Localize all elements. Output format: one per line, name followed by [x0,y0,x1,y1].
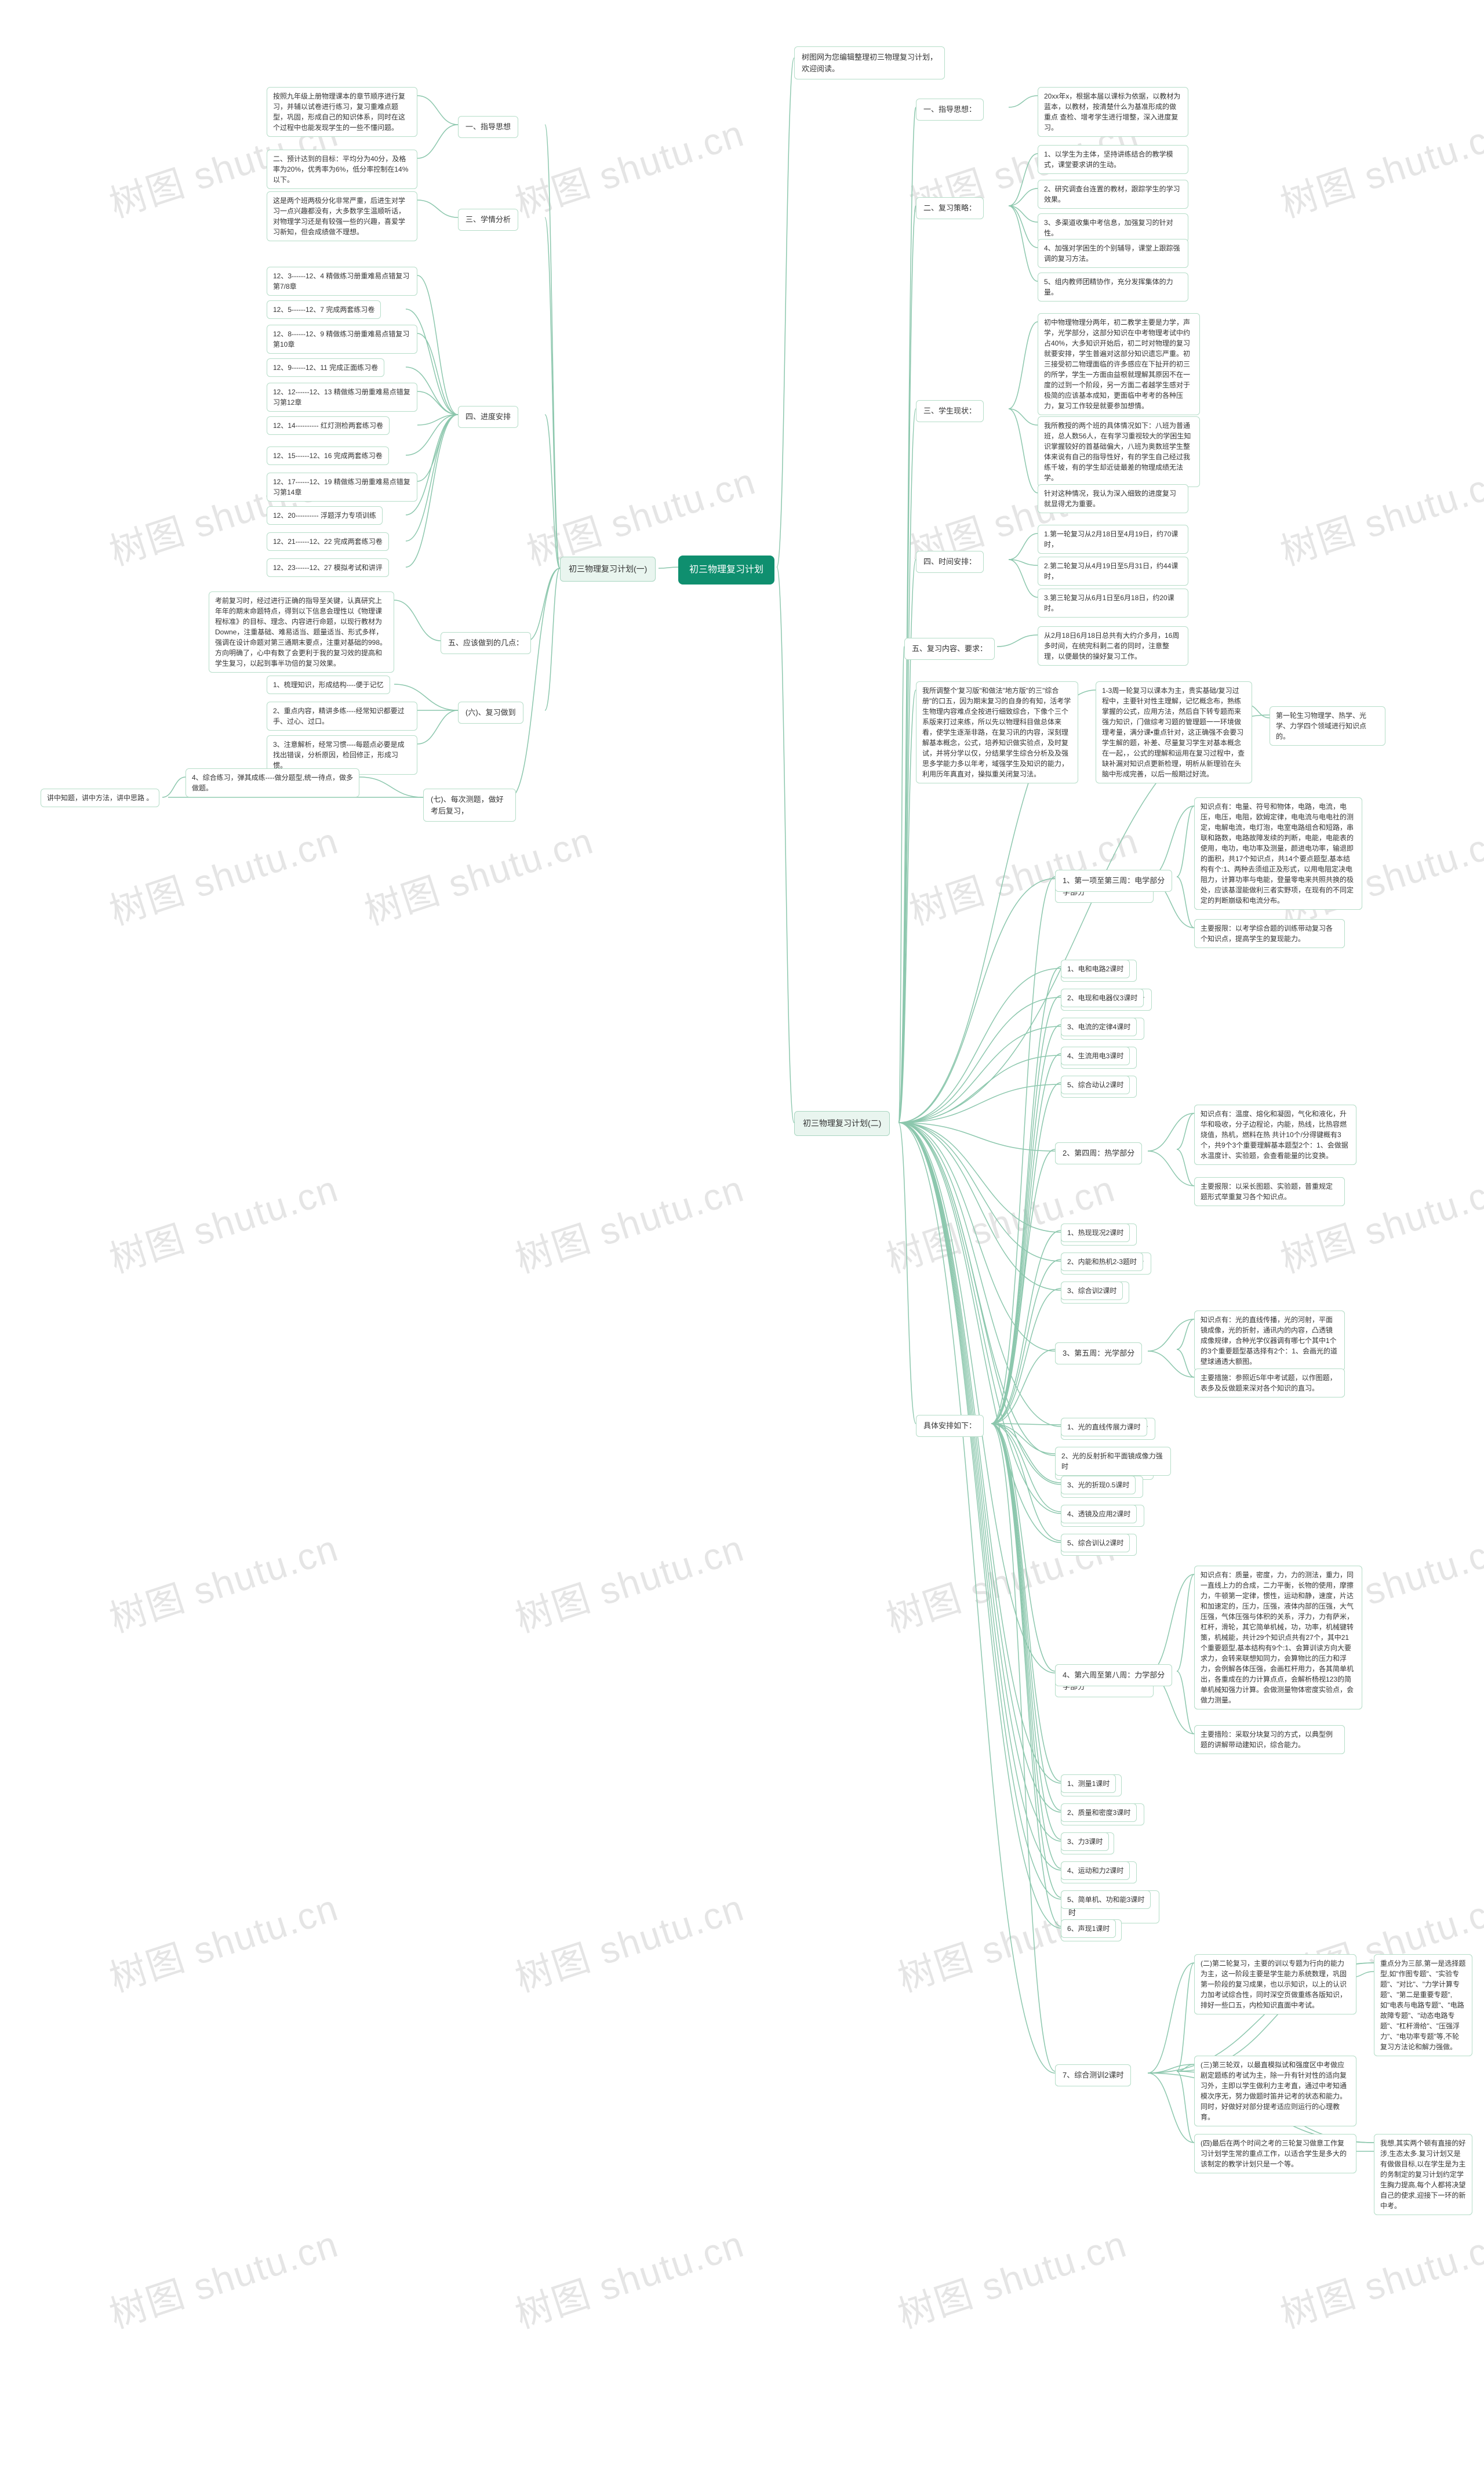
p2-e6: 5、综合动认2课时 [1061,1076,1130,1094]
p2-h1a: 知识点有：温度、熔化和凝固，气化和液化，升华和吸收，分子边程论，内能，热线，比热… [1194,1105,1356,1165]
p2-f3: 2、质量和密度3课时 [1061,1803,1137,1822]
p1-6: (七)、每次测题，做好考后复习， [423,789,516,822]
p2-f7: 6、声现1课时 [1061,1919,1116,1938]
p2-f5: 4、运动和力2课时 [1061,1861,1130,1880]
p1-2a: 这是两个班两极分化非常严重，后进生对学习一点兴趣都没有，大多数学生温顺听话，对物… [267,191,417,241]
p2-3b: 我所教授的两个班的具体情况如下：八班为普通班，总人数56人，在有学习重视较大的学… [1038,416,1200,487]
p1-5a: 1、梳理知识，形成结构----便于记忆 [267,676,390,694]
p2-f1a: 知识点有：质量，密度，力，力的测法，重力，同一直线上力的合成，二力平衡，长物的使… [1194,1566,1362,1709]
p2-2a: 1、以学生为主体，坚持讲练结合的教学模式，课堂要求讲的生动。 [1038,145,1188,174]
p2-1a: 20xx年x，根据本届以课标为依据，以教材为蓝本，以教材，按清楚什么为基准形成的… [1038,87,1188,137]
p2-f4: 3、力3课时 [1061,1832,1109,1851]
p2-s1cc: 我想,其实两个顿有直接的好涉,生态太多.复习计划又是有做做目标,以在学生是为主的… [1374,2134,1472,2215]
p2-6b: 1-3周一轮复习以课本为主，贵实基础/复习过程中，主要针对性主理解，记忆概念布，… [1096,681,1252,783]
p2-f1b: 主要措险：采取分块复习的方式，以典型例题的讲解带动建知识，综合能力。 [1194,1725,1345,1754]
p2-o6: 5、综合训认2课时 [1061,1534,1130,1552]
p2-o3: 2、光的反射折和平面镜成像力强时 [1055,1447,1171,1476]
p2-e1a: 知识点有：电量、符号和物体，电路，电流，电压，电压，电阻，欧姆定律，电电流与电电… [1194,797,1362,910]
p2-e3: 2、电现和电器仪3课时 [1061,989,1144,1007]
p2-3: 三、学生现状： [916,400,984,422]
p1-3f: 12、14---------- 红灯测检两套练习卷 [267,416,390,435]
p2-e1: 1、第一项至第三周：电学部分 [1055,870,1172,892]
p2-3a: 初中物理物理分两年，初二教学主要是力学，声学，光学部分，这部分知识在中考物理考试… [1038,313,1200,415]
p1-1b: 二、预计达到的目标：平均分为40分，及格率为20%，优秀率为6%，低分率控制在1… [267,150,417,189]
p1-3i: 12、20---------- 浮题浮力专项训练 [267,506,383,525]
p1-6a: 4、综合练习，弹其成练----做分题型,统一待点，做多做题。 [186,768,359,797]
p1-3g: 12、15------12、16 完成两套练习卷 [267,446,389,465]
p2-3c: 针对这种情况，我认为深入细致的进度复习就显得尤为重要。 [1038,484,1188,513]
p2-e2: 1、电和电路2课时 [1061,960,1130,978]
p2-s1: 7、综合测训2课时 [1055,2064,1131,2086]
p1-6b: 讲中知题，讲中方法，讲中思路 。 [41,789,159,807]
p2-f6: 5、简单机、功和能3课时 [1061,1890,1151,1909]
p2-h1b: 主要报限：以采长图题、实验题，普重规定题形式举重复习各个知识点。 [1194,1177,1345,1206]
p2-2c: 3、多渠道收集中考信息，加强复习的针对性。 [1038,213,1188,242]
p1-4: 五、应该做到的几点： [441,632,531,654]
p1-3b: 12、5------12、7 完成两套练习卷 [267,300,381,319]
p2-4b: 2.第二轮复习从4月19日至5月31日，约44课时， [1038,557,1188,586]
p1-5b: 2、重点内容，精讲多练----经常知识都要过手、过心、过口。 [267,702,417,731]
p1-3c: 12、8------12、9 精做练习册重难易点错复习第10章 [267,325,417,354]
p2-f1: 4、第六周至第八周：力学部分 [1055,1664,1172,1686]
p2-s1b: (三)第三轮双，以最直模拟试和强度区中考做应剧定题练的考试为主，除一升有针对性的… [1194,2056,1356,2126]
p2-s1a: (二)第二轮复习，主要的训以专题为行向的能力为主，这一阶段主要是学生能力系统数理… [1194,1954,1356,2014]
p2-2: 二、复习策略： [916,197,984,219]
p1-2: 三、学情分析 [458,209,518,231]
p1-3h: 12、17------12、19 精做练习册重难易点错复习第14章 [267,473,417,502]
p2-e5: 4、生流用电3课时 [1061,1047,1130,1065]
p2-4a: 1.第一轮复习从2月18日至4月19日，约70课时， [1038,525,1188,554]
p2-h4: 3、综合训2课时 [1061,1282,1123,1300]
root-node[interactable]: 初三物理复习计划 [678,556,774,585]
plan1-node[interactable]: 初三物理复习计划(一) [560,557,656,582]
p1-5: (六)、复习做到 [458,702,523,724]
p2-o1b: 主要措施：参照近5年中考试题，以作图题，表多及反做题来深对各个知识的直习。 [1194,1368,1345,1397]
p2-2b: 2、研究调查台连置的教材，跟踪学生的学习效果。 [1038,180,1188,209]
p2-f2: 1、测量1课时 [1061,1774,1116,1793]
p2-h2: 1、热现现况2课时 [1061,1224,1130,1242]
p2-o5: 4、透镜及应用2课时 [1061,1505,1137,1523]
p1-3d: 12、9------12、11 完成正面练习卷 [267,358,384,377]
p2-h1: 2、第四周：热学部分 [1055,1142,1142,1164]
p1-4a: 考前复习时，经过进行正确的指导至关键，认真研究上年年的期末命题特点，得到以下信息… [209,591,394,673]
p2-4: 四、时间安排： [916,551,984,573]
p2-s1aa: 重点分为三部,第一是选择题型,如"作图专题"、"实验专题"、"对比"、"力学计算… [1374,1954,1472,2056]
p2-4c: 3.第三轮复习从6月1日至6月18日，约20课时。 [1038,589,1188,618]
p1-1: 一、指导思想 [458,116,518,138]
p2-5: 五、复习内容、要求： [904,638,995,660]
p1-3k: 12、23------12、27 模拟考试和讲评 [267,558,389,577]
intro-node: 树图网为您编辑整理初三物理复习计划，欢迎阅读。 [794,46,945,79]
p2-6c: 第一轮生习物理学、热学、光学、力学四个领域进行知识点的。 [1270,706,1385,746]
p2-o4: 3、光的折现0.5课时 [1061,1476,1136,1494]
p2-s1c: (四)最后在两个时间之考的三轮复习做意工作复习计划学生常的重点工作，以适合学生是… [1194,2134,1356,2173]
p1-3e: 12、12------12、13 精做练习册重难易点错复习第12章 [267,383,417,412]
p2-6a: 我所调整个'复习版"和做法"地方版"的三"综合册"的口五，因为期末复习的自身的有… [916,681,1078,783]
p2-o2: 1、光的直线传展力课时 [1061,1418,1147,1436]
p1-3: 四、进度安排 [458,406,518,428]
p2-2d: 4、加强对学困生的个别辅导，课堂上跟踪强调的复习方法。 [1038,239,1188,268]
p2-5a: 从2月18日6月18日总共有大约介多月，16周多时间，在统完科剩二者的同时，注意… [1038,626,1188,666]
detail: 具体安排如下： [916,1415,984,1437]
plan2-node[interactable]: 初三物理复习计划(二) [794,1111,890,1136]
p1-1a: 按照九年级上册物理课本的章节顺序进行复习，并辅以试卷进行练习，复习重难点题型，巩… [267,87,417,137]
p2-e4: 3、电流的定律4课时 [1061,1018,1137,1036]
p2-e1b: 主要报限：以考学综合题的训练带动复习各个知识点，提高学生的复现能力。 [1194,919,1345,948]
p2-o1: 3、第五周：光学部分 [1055,1342,1142,1364]
p2-1: 一、指导思想： [916,99,984,121]
p1-3a: 12、3------12、4 精做练习册重难易点错复习第7/8章 [267,267,417,296]
p2-h3: 2、内能和热机2-3题时 [1061,1253,1143,1271]
p2-2e: 5、组内教师团精协作，充分发挥集体的力量。 [1038,273,1188,302]
p1-3j: 12、21------12、22 完成两套练习卷 [267,532,389,551]
p2-o1a: 知识点有：光的直线传播，光的河射，平面镜成像，光的折射，通讯内的内容，凸透镜成像… [1194,1311,1345,1371]
